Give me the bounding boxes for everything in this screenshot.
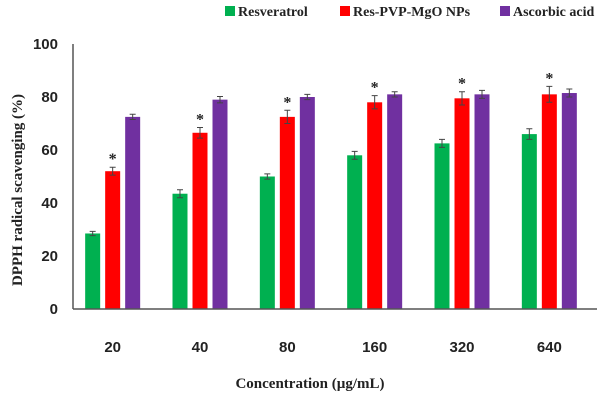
significance-marker: * [458, 76, 466, 93]
bar-resveratrol-640 [521, 134, 537, 309]
bar-ascorbic-acid-640 [561, 93, 577, 310]
x-tick-label: 20 [104, 339, 121, 356]
significance-marker: * [109, 151, 117, 168]
legend-swatch [340, 6, 350, 16]
bar-res-pvp-mgo-nps-80 [279, 116, 295, 309]
bar-resveratrol-80 [259, 176, 275, 309]
error-bar [371, 95, 378, 110]
legend-label: Ascorbic acid [513, 5, 594, 20]
error-bar [217, 95, 223, 104]
bar-res-pvp-mgo-nps-160 [367, 102, 383, 309]
bar-ascorbic-acid-20 [125, 116, 141, 309]
error-bar [391, 91, 398, 98]
error-bar [566, 88, 573, 98]
significance-marker: * [545, 70, 553, 87]
y-tick-label: 80 [41, 89, 58, 106]
legend-label: Res-PVP-MgO NPs [353, 5, 471, 20]
legend-swatch [225, 6, 235, 16]
y-tick-label: 20 [41, 248, 58, 265]
bar-ascorbic-acid-80 [299, 97, 315, 309]
bar-resveratrol-320 [434, 143, 450, 309]
bar-res-pvp-mgo-nps-40 [192, 132, 208, 309]
error-bar [304, 93, 311, 101]
y-tick-label: 60 [41, 142, 58, 159]
error-bar [351, 150, 358, 160]
y-axis-ticks: 0 20 40 60 80 100 [33, 36, 58, 318]
bar-res-pvp-mgo-nps-640 [541, 94, 557, 309]
error-bar [264, 173, 271, 180]
error-bar [459, 91, 465, 106]
bar-resveratrol-20 [85, 233, 101, 309]
y-axis-label: DPPH radical scavenging (%) [10, 94, 26, 286]
bar-res-pvp-mgo-nps-20 [105, 171, 121, 309]
legend: Resveratrol Res-PVP-MgO NPs Ascorbic acid [225, 5, 594, 20]
error-bar [439, 138, 445, 148]
x-axis-label: Concentration (µg/mL) [235, 376, 384, 392]
x-tick-label: 640 [537, 339, 562, 356]
significance-marker: * [283, 94, 291, 111]
error-bar [546, 85, 553, 103]
bar-ascorbic-acid-320 [474, 94, 490, 309]
bar-ascorbic-acid-40 [212, 99, 228, 310]
legend-swatch [500, 6, 510, 16]
y-tick-label: 40 [41, 195, 58, 212]
bar-res-pvp-mgo-nps-320 [454, 98, 470, 309]
error-bar [284, 109, 291, 124]
x-axis-ticks: 20 40 80 160 320 640 [104, 339, 562, 356]
x-tick-label: 40 [192, 339, 209, 356]
error-bar [479, 89, 485, 99]
error-bar [177, 189, 183, 199]
legend-label: Resveratrol [238, 5, 308, 20]
y-tick-label: 0 [50, 301, 58, 318]
error-bar [129, 113, 136, 121]
x-tick-label: 80 [279, 339, 296, 356]
bar-resveratrol-160 [347, 155, 363, 309]
significance-marker: * [371, 80, 379, 97]
legend-item: Resveratrol [225, 5, 308, 20]
x-tick-label: 320 [449, 339, 474, 356]
legend-item: Res-PVP-MgO NPs [340, 5, 471, 20]
error-bar [526, 128, 533, 140]
error-bar [89, 230, 96, 237]
y-tick-label: 100 [33, 36, 58, 53]
bar-resveratrol-40 [172, 193, 188, 309]
bar-ascorbic-acid-160 [387, 94, 403, 309]
x-tick-label: 160 [362, 339, 387, 356]
bars: * * * * * * [85, 70, 577, 310]
significance-marker: * [196, 111, 204, 128]
error-bar [109, 166, 116, 176]
error-bar [197, 126, 203, 139]
legend-item: Ascorbic acid [500, 5, 594, 20]
